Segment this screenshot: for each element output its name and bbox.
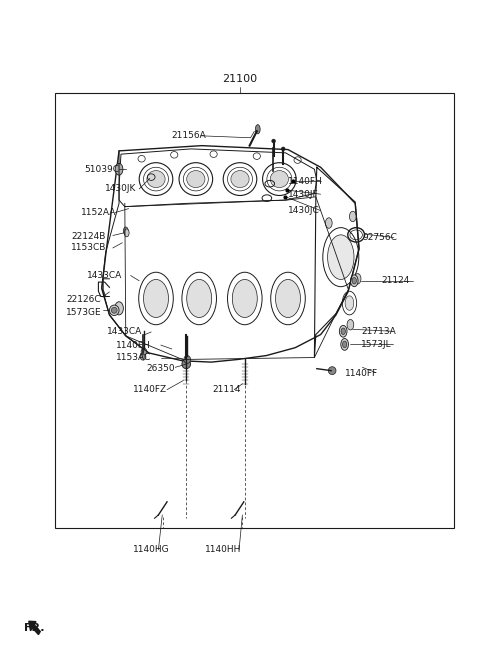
Ellipse shape — [140, 354, 146, 360]
Ellipse shape — [232, 279, 257, 318]
Ellipse shape — [123, 227, 128, 235]
FancyArrow shape — [29, 621, 40, 634]
Ellipse shape — [347, 319, 354, 330]
Ellipse shape — [115, 302, 123, 315]
Text: 1152AA: 1152AA — [81, 208, 116, 217]
Text: 1573JL: 1573JL — [361, 340, 392, 349]
Ellipse shape — [342, 341, 347, 348]
Ellipse shape — [276, 279, 300, 318]
Ellipse shape — [350, 275, 358, 287]
Bar — [55, 93, 454, 528]
Ellipse shape — [144, 279, 168, 318]
Text: 26350: 26350 — [146, 364, 175, 373]
Text: 92756C: 92756C — [362, 233, 397, 242]
Ellipse shape — [354, 274, 361, 284]
Text: 22124B: 22124B — [71, 232, 106, 241]
Ellipse shape — [184, 356, 191, 363]
Text: 21114: 21114 — [212, 385, 240, 394]
Text: FR.: FR. — [24, 623, 45, 634]
Ellipse shape — [345, 296, 354, 310]
Text: 1140HH: 1140HH — [205, 545, 242, 554]
Ellipse shape — [111, 307, 117, 314]
Ellipse shape — [115, 163, 123, 175]
Ellipse shape — [349, 211, 356, 222]
Ellipse shape — [147, 171, 165, 188]
Text: 1430JC: 1430JC — [288, 206, 320, 215]
Text: 1573GE: 1573GE — [66, 308, 102, 317]
Text: 1140FH: 1140FH — [288, 176, 323, 186]
Ellipse shape — [325, 218, 332, 228]
Text: 1153CB: 1153CB — [71, 243, 107, 253]
Text: 1153AC: 1153AC — [116, 353, 151, 362]
Text: 1140HG: 1140HG — [133, 545, 170, 554]
Text: 51039C: 51039C — [84, 165, 119, 174]
Text: 21156A: 21156A — [172, 131, 206, 140]
Text: 1140FZ: 1140FZ — [133, 385, 168, 394]
Ellipse shape — [281, 147, 285, 151]
Text: 1433CA: 1433CA — [107, 327, 142, 337]
Ellipse shape — [141, 348, 147, 355]
Text: 1430JK: 1430JK — [105, 184, 136, 194]
Ellipse shape — [339, 325, 347, 337]
Text: 21124: 21124 — [382, 276, 410, 285]
Text: 1430JF: 1430JF — [288, 190, 319, 199]
Ellipse shape — [341, 338, 348, 350]
Ellipse shape — [272, 139, 276, 143]
Ellipse shape — [124, 229, 129, 237]
Text: 1140FF: 1140FF — [345, 369, 378, 379]
Ellipse shape — [109, 305, 119, 316]
Text: 22126C: 22126C — [66, 295, 101, 304]
Text: 21100: 21100 — [222, 74, 258, 84]
Ellipse shape — [182, 359, 191, 369]
Ellipse shape — [187, 279, 212, 318]
Text: 1433CA: 1433CA — [87, 271, 122, 280]
Ellipse shape — [352, 277, 356, 284]
Ellipse shape — [328, 367, 336, 375]
Ellipse shape — [327, 235, 354, 279]
Ellipse shape — [255, 125, 260, 134]
Ellipse shape — [270, 171, 288, 188]
Text: 21713A: 21713A — [361, 327, 396, 336]
Ellipse shape — [187, 171, 205, 188]
Ellipse shape — [231, 171, 249, 188]
Ellipse shape — [341, 328, 346, 335]
Text: 1140FH: 1140FH — [116, 340, 151, 350]
